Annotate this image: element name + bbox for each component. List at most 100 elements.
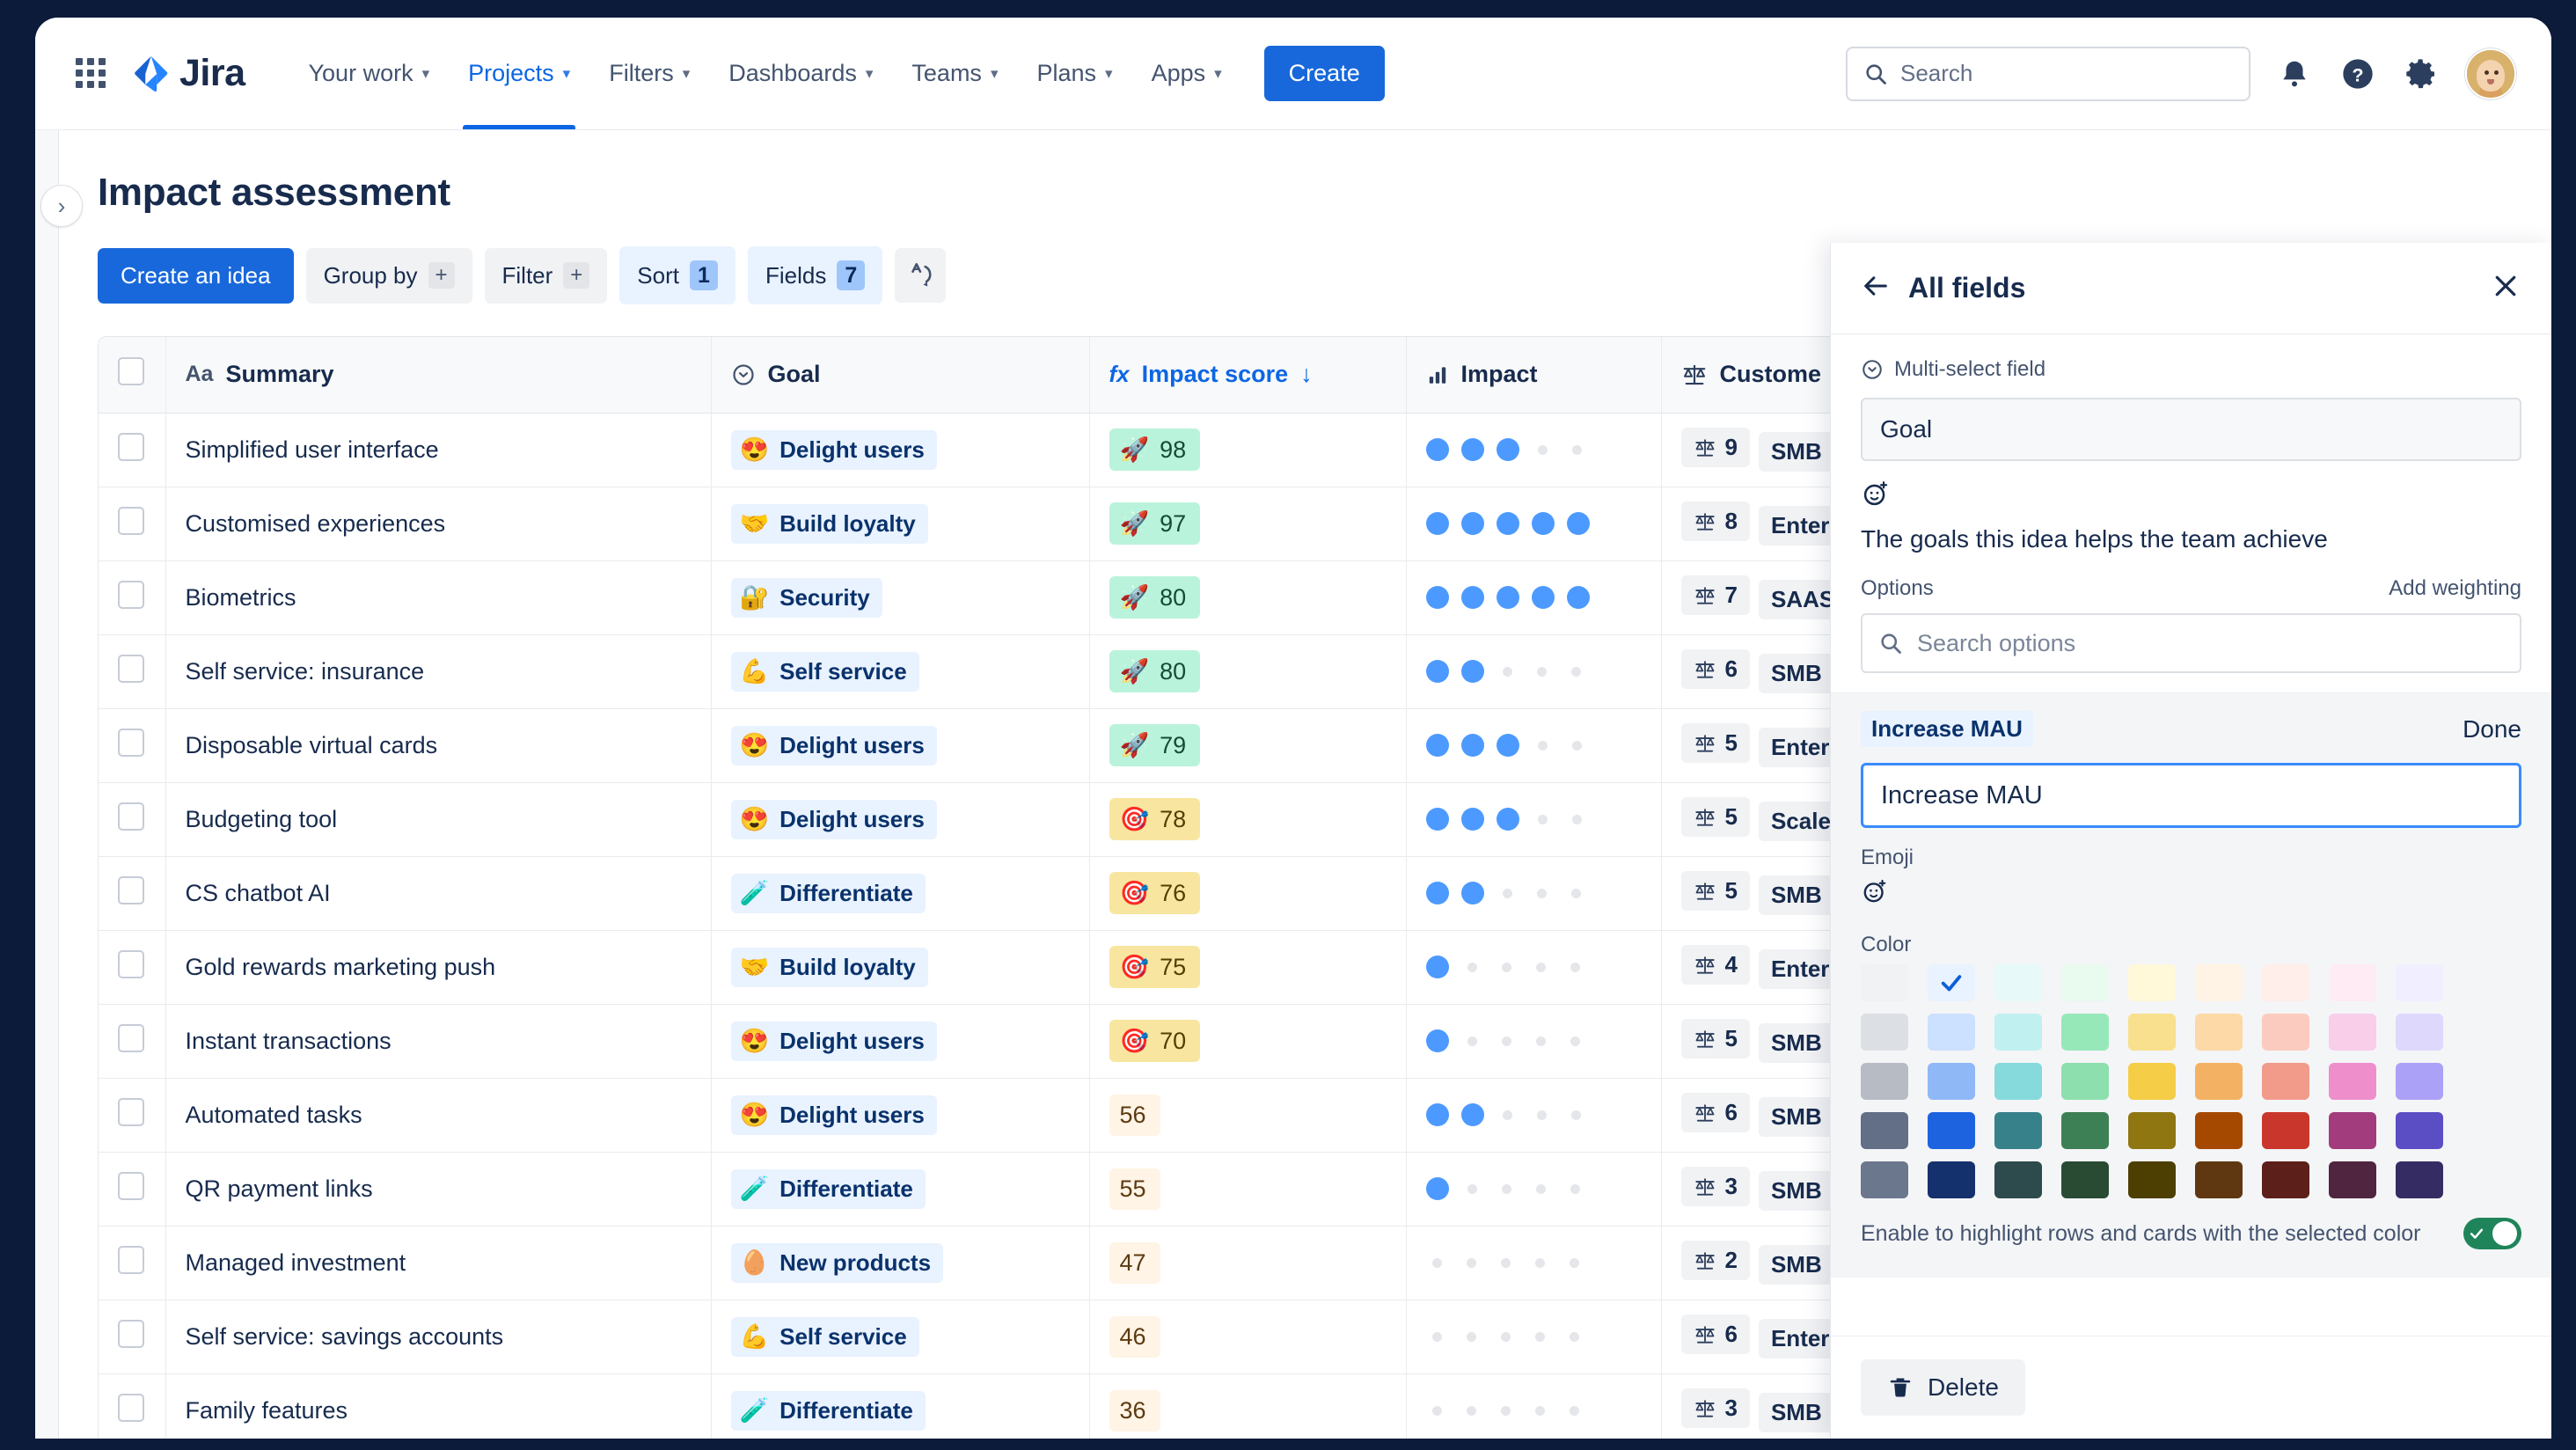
row-checkbox[interactable] [118,728,144,757]
color-swatch[interactable] [1994,1112,2042,1149]
color-swatch[interactable] [2061,1063,2109,1100]
summary-cell[interactable]: CS chatbot AI [165,856,712,931]
summary-cell[interactable]: Self service: insurance [165,634,712,709]
goal-cell[interactable]: 😍 Delight users [711,413,1090,487]
color-swatch[interactable] [2195,1112,2243,1149]
impact-cell[interactable] [1406,856,1662,931]
row-checkbox[interactable] [118,1097,144,1126]
column-header-impact[interactable]: Impact [1406,337,1662,414]
color-swatch[interactable] [1928,1161,1975,1198]
impact-score-cell[interactable]: 🎯 70 [1089,1004,1407,1079]
impact-cell[interactable] [1406,487,1662,561]
row-checkbox[interactable] [118,875,144,904]
color-swatch[interactable] [2061,1161,2109,1198]
color-swatch[interactable] [2195,1161,2243,1198]
search-options-input[interactable]: Search options [1861,613,2521,673]
row-checkbox-cell[interactable] [99,782,166,857]
back-arrow-icon[interactable] [1861,271,1891,305]
color-swatch[interactable] [1994,964,2042,1001]
close-icon[interactable] [2490,270,2521,306]
color-swatch[interactable] [2061,964,2109,1001]
row-checkbox[interactable] [118,1245,144,1274]
color-swatch[interactable] [2128,1063,2176,1100]
filter-button[interactable]: Filter + [484,247,608,304]
summary-cell[interactable]: Self service: savings accounts [165,1300,712,1374]
highlight-toggle[interactable] [2463,1218,2521,1249]
table-row[interactable]: Biometrics 🔐 Security 🚀 80 7 SAAS [99,560,1884,635]
row-checkbox[interactable] [118,949,144,978]
goal-cell[interactable]: 🤝 Build loyalty [711,487,1090,561]
row-checkbox-cell[interactable] [99,1226,166,1300]
user-avatar[interactable] [2465,48,2516,99]
row-checkbox[interactable] [118,506,144,535]
row-checkbox-cell[interactable] [99,1373,166,1439]
column-header-impact-score[interactable]: fx Impact score ↓ [1089,337,1407,414]
color-swatch[interactable] [2128,1161,2176,1198]
row-checkbox-cell[interactable] [99,1300,166,1374]
row-checkbox[interactable] [118,1023,144,1052]
row-checkbox-cell[interactable] [99,487,166,561]
add-weighting-link[interactable]: Add weighting [2389,576,2521,600]
color-swatch[interactable] [2128,1112,2176,1149]
color-swatch[interactable] [2195,1014,2243,1051]
column-header-goal[interactable]: Goal [711,337,1090,414]
color-swatch[interactable] [2061,1112,2109,1149]
table-row[interactable]: Self service: savings accounts 💪 Self serv… [99,1300,1884,1374]
nav-item-apps[interactable]: Apps ▾ [1132,18,1241,129]
nav-item-projects[interactable]: Projects ▾ [449,18,589,129]
impact-cell[interactable] [1406,1373,1662,1439]
jira-logo[interactable]: Jira [130,52,245,95]
app-switcher-icon[interactable] [76,57,107,90]
color-swatch[interactable] [1861,964,1908,1001]
color-swatch[interactable] [2329,1063,2376,1100]
row-checkbox-cell[interactable] [99,1078,166,1153]
impact-score-cell[interactable]: 🚀 97 [1089,487,1407,561]
sort-button[interactable]: Sort 1 [619,246,735,304]
row-checkbox-cell[interactable] [99,708,166,783]
color-swatch[interactable] [1928,964,1975,1001]
option-emoji-picker-icon[interactable] [1861,877,1889,910]
color-swatch[interactable] [2396,1112,2443,1149]
goal-cell[interactable]: 💪 Self service [711,1300,1090,1374]
goal-cell[interactable]: 😍 Delight users [711,782,1090,857]
row-checkbox-cell[interactable] [99,930,166,1005]
color-swatch[interactable] [2396,964,2443,1001]
summary-cell[interactable]: Managed investment [165,1226,712,1300]
impact-score-cell[interactable]: 🎯 75 [1089,930,1407,1005]
impact-score-cell[interactable]: 56 [1089,1078,1407,1153]
settings-gear-icon[interactable] [2402,55,2441,93]
impact-cell[interactable] [1406,560,1662,635]
color-swatch[interactable] [2396,1014,2443,1051]
table-row[interactable]: Gold rewards marketing push 🤝 Build loyalt… [99,930,1884,1005]
nav-item-dashboards[interactable]: Dashboards ▾ [709,18,892,129]
impact-cell[interactable] [1406,782,1662,857]
table-row[interactable]: Customised experiences 🤝 Build loyalty 🚀 97 8… [99,487,1884,561]
color-swatch[interactable] [1994,1014,2042,1051]
row-checkbox-cell[interactable] [99,560,166,635]
color-swatch[interactable] [2329,1161,2376,1198]
row-checkbox-cell[interactable] [99,634,166,709]
impact-score-cell[interactable]: 46 [1089,1300,1407,1374]
nav-item-your-work[interactable]: Your work ▾ [289,18,450,129]
field-name-input[interactable] [1861,398,2521,461]
row-checkbox-cell[interactable] [99,856,166,931]
goal-cell[interactable]: 🤝 Build loyalty [711,930,1090,1005]
row-checkbox[interactable] [118,1319,144,1348]
goal-cell[interactable]: 🧪 Differentiate [711,856,1090,931]
color-swatch[interactable] [2262,1014,2309,1051]
color-swatch[interactable] [2262,964,2309,1001]
impact-cell[interactable] [1406,634,1662,709]
impact-score-cell[interactable]: 🎯 76 [1089,856,1407,931]
table-row[interactable]: Disposable virtual cards 😍 Delight users 🚀 7… [99,708,1884,783]
summary-cell[interactable]: QR payment links [165,1152,712,1227]
goal-cell[interactable]: 😍 Delight users [711,1078,1090,1153]
nav-item-teams[interactable]: Teams ▾ [892,18,1017,129]
option-name-input[interactable] [1861,763,2521,828]
nav-item-plans[interactable]: Plans ▾ [1017,18,1131,129]
row-checkbox[interactable] [118,432,144,461]
goal-cell[interactable]: 🥚 New products [711,1226,1090,1300]
expand-sidebar-button[interactable]: › [40,185,83,227]
delete-button[interactable]: Delete [1861,1359,2025,1416]
summary-cell[interactable]: Budgeting tool [165,782,712,857]
color-swatch[interactable] [1994,1161,2042,1198]
